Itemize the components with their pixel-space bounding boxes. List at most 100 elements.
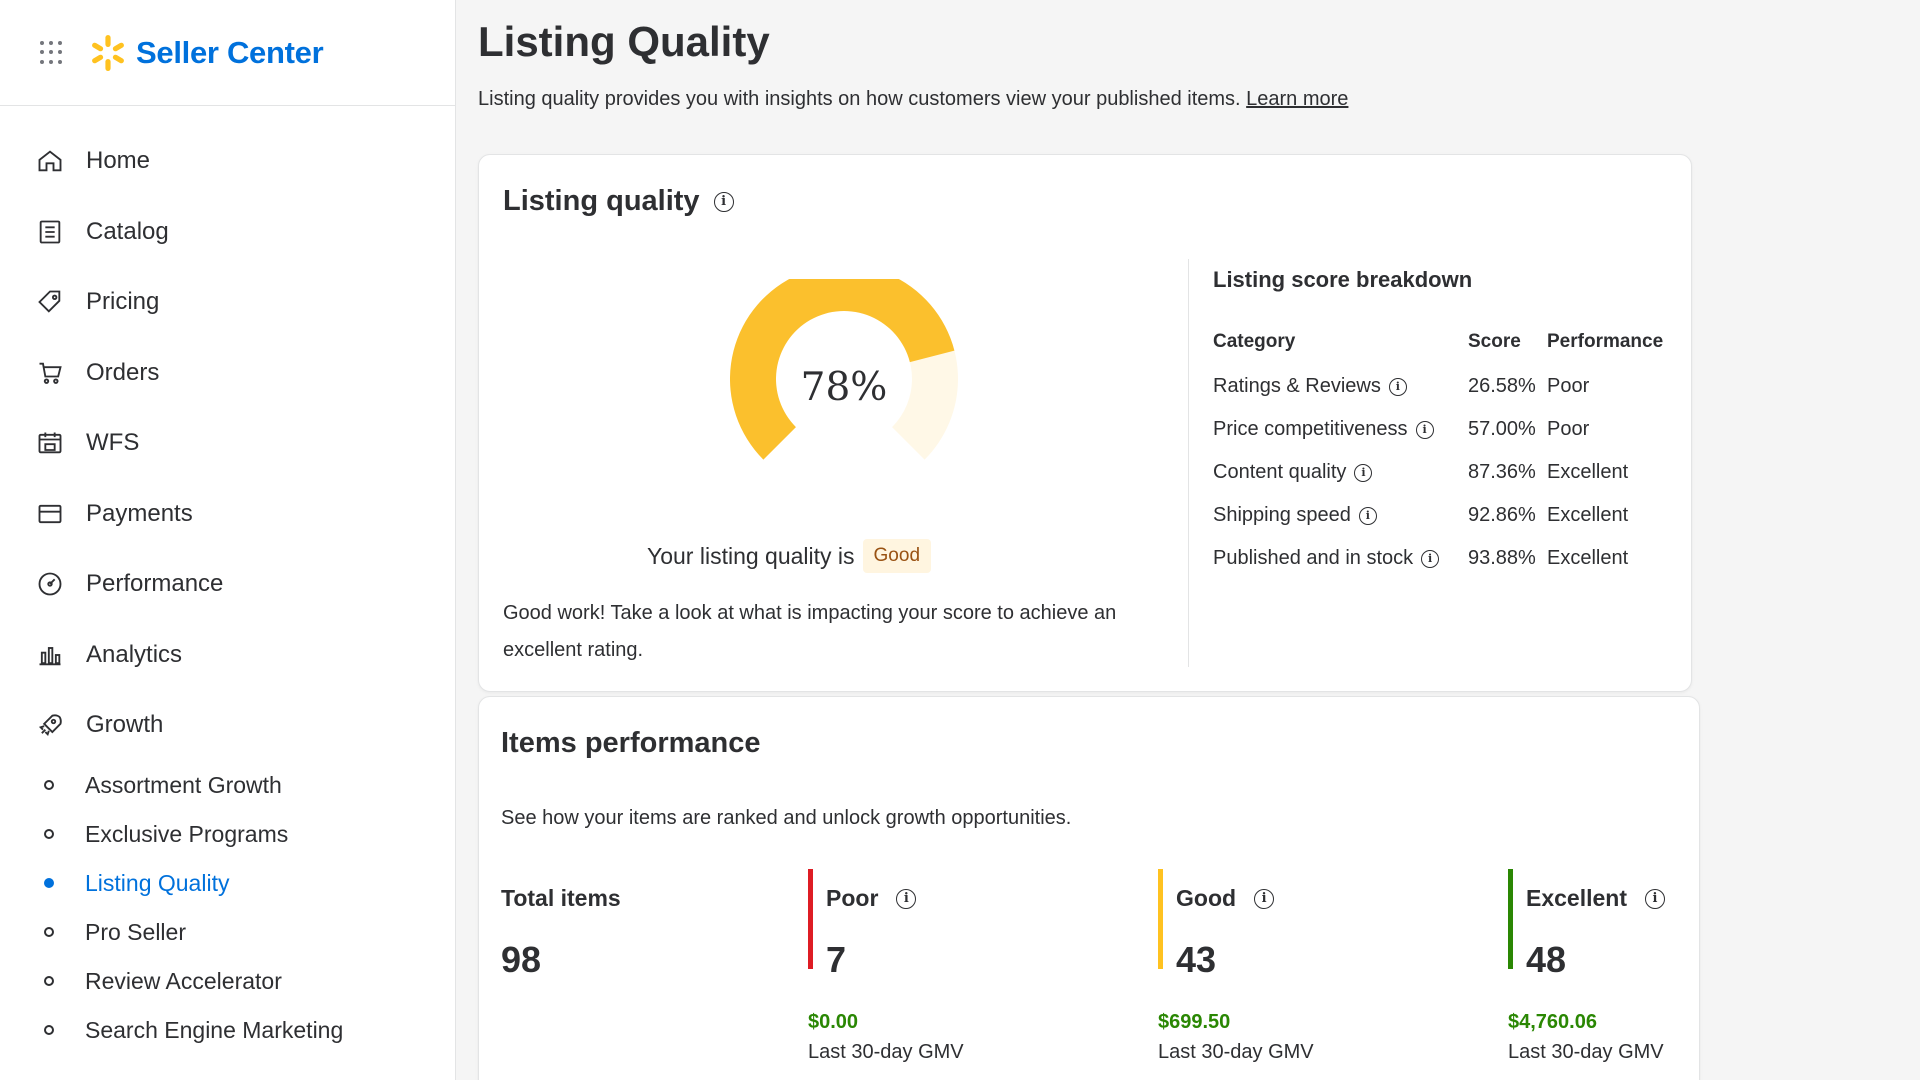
good-label-text: Good xyxy=(1176,885,1237,911)
sidebar: Seller Center Home Catalog Pricing Order… xyxy=(0,0,456,1080)
sidebar-item-label: Payments xyxy=(86,499,193,527)
total-items-metric: Total items 98 xyxy=(501,869,761,1069)
info-icon[interactable]: i xyxy=(1254,888,1275,909)
page-description-text: Listing quality provides you with insigh… xyxy=(478,88,1241,110)
table-row: Content quality i 87.36% Excellent xyxy=(1213,451,1677,494)
performance-cell: Excellent xyxy=(1547,461,1629,483)
poor-label: Poor i xyxy=(826,885,917,912)
learn-more-link[interactable]: Learn more xyxy=(1246,88,1349,110)
items-performance-description: See how your items are ranked and unlock… xyxy=(501,807,1072,829)
sidebar-subitem-review-accelerator[interactable]: Review Accelerator xyxy=(0,957,455,1006)
score-gauge: 78% xyxy=(729,265,959,479)
bullet-icon xyxy=(44,927,54,937)
sidebar-subitem-listing-quality[interactable]: Listing Quality xyxy=(0,859,455,908)
listing-quality-card: Listing quality i 78% Your listing quali… xyxy=(478,154,1692,692)
score-cell: 26.58% xyxy=(1468,375,1536,397)
info-icon[interactable]: i xyxy=(1354,463,1373,482)
apps-grid-icon[interactable] xyxy=(40,40,64,65)
sidebar-item-label: Orders xyxy=(86,358,160,386)
breakdown-header-row: Category Score Performance xyxy=(1213,331,1677,365)
column-header-category: Category xyxy=(1213,331,1296,352)
gauge-fill xyxy=(730,265,955,460)
category-cell: Ratings & Reviews i xyxy=(1213,375,1468,398)
table-row: Shipping speed i 92.86% Excellent xyxy=(1213,494,1677,537)
listing-quality-title: Listing quality i xyxy=(503,185,734,218)
bullet-icon xyxy=(44,1025,54,1035)
sidebar-subitem-exclusive-programs[interactable]: Exclusive Programs xyxy=(0,810,455,859)
items-performance-title: Items performance xyxy=(501,727,761,759)
excellent-gmv-label: Last 30-day GMV xyxy=(1508,1041,1664,1063)
table-row: Ratings & Reviews i 26.58% Poor xyxy=(1213,365,1677,408)
good-indicator-bar xyxy=(1158,869,1163,969)
sidebar-item-growth[interactable]: Growth xyxy=(0,690,455,761)
excellent-indicator-bar xyxy=(1508,869,1513,969)
sidebar-subitem-label: Exclusive Programs xyxy=(85,820,289,847)
poor-value: 7 xyxy=(826,939,847,980)
good-value: 43 xyxy=(1176,939,1217,980)
poor-label-text: Poor xyxy=(826,885,879,911)
sidebar-item-analytics[interactable]: Analytics xyxy=(0,620,455,691)
sidebar-item-catalog[interactable]: Catalog xyxy=(0,197,455,268)
sidebar-item-wfs[interactable]: WFS xyxy=(0,408,455,479)
score-cell: 93.88% xyxy=(1468,547,1536,569)
good-gmv-label: Last 30-day GMV xyxy=(1158,1041,1314,1063)
sidebar-subitem-label: Pro Seller xyxy=(85,918,186,945)
sidebar-item-pricing[interactable]: Pricing xyxy=(0,267,455,338)
score-cell: 57.00% xyxy=(1468,418,1536,440)
poor-gmv-label: Last 30-day GMV xyxy=(808,1041,964,1063)
sidebar-item-performance[interactable]: Performance xyxy=(0,549,455,620)
home-icon xyxy=(36,147,64,175)
sidebar-subitem-assortment-growth[interactable]: Assortment Growth xyxy=(0,761,455,810)
good-gmv: $699.50 xyxy=(1158,1011,1231,1033)
sidebar-item-payments[interactable]: Payments xyxy=(0,479,455,550)
performance-cell: Excellent xyxy=(1547,504,1629,526)
info-icon[interactable]: i xyxy=(713,191,734,212)
sidebar-subitem-pro-seller[interactable]: Pro Seller xyxy=(0,908,455,957)
sidebar-item-label: Analytics xyxy=(86,640,183,668)
sidebar-item-home[interactable]: Home xyxy=(0,126,455,197)
bullet-icon xyxy=(44,780,54,790)
sidebar-subitem-label: Search Engine Marketing xyxy=(85,1016,344,1043)
card-icon xyxy=(36,500,64,528)
score-gauge-value: 78% xyxy=(800,365,888,410)
listing-quality-title-text: Listing quality xyxy=(503,185,700,217)
sidebar-item-label: Pricing xyxy=(86,288,160,316)
bar-chart-icon xyxy=(36,641,64,669)
quality-status-text: Your listing quality is xyxy=(646,542,855,569)
info-icon[interactable]: i xyxy=(1388,377,1407,396)
quality-message: Good work! Take a look at what is impact… xyxy=(503,602,1117,661)
poor-gmv: $0.00 xyxy=(808,1011,859,1033)
category-label: Content quality xyxy=(1213,461,1347,483)
excellent-value: 48 xyxy=(1526,939,1567,980)
info-icon[interactable]: i xyxy=(1415,420,1434,439)
walmart-spark-icon xyxy=(92,34,124,71)
gauge-icon xyxy=(36,570,64,598)
bullet-icon xyxy=(44,829,54,839)
column-header-score: Score xyxy=(1468,331,1521,352)
breakdown-table: Category Score Performance Ratings & Rev… xyxy=(1213,331,1677,580)
info-icon[interactable]: i xyxy=(896,888,917,909)
sidebar-item-label: Growth xyxy=(86,711,164,739)
category-cell: Price competitiveness i xyxy=(1213,418,1468,441)
score-cell: 87.36% xyxy=(1468,461,1536,483)
sidebar-nav: Home Catalog Pricing Orders WFS xyxy=(0,106,455,1055)
quality-status: Your listing quality is Good xyxy=(479,539,1099,573)
category-cell: Published and in stock i xyxy=(1213,547,1468,570)
app-name[interactable]: Seller Center xyxy=(136,34,324,70)
sidebar-subitem-search-engine-marketing[interactable]: Search Engine Marketing xyxy=(0,1006,455,1055)
info-icon[interactable]: i xyxy=(1645,888,1665,909)
info-icon[interactable]: i xyxy=(1358,506,1377,525)
category-label: Shipping speed xyxy=(1213,504,1351,526)
sidebar-item-label: Home xyxy=(86,147,151,175)
sidebar-item-orders[interactable]: Orders xyxy=(0,338,455,409)
excellent-gmv: $4,760.06 xyxy=(1508,1011,1597,1033)
info-icon[interactable]: i xyxy=(1421,549,1440,568)
breakdown-title: Listing score breakdown xyxy=(1213,267,1473,292)
page-title: Listing Quality xyxy=(478,18,770,65)
rocket-icon xyxy=(36,711,64,739)
total-items-label: Total items xyxy=(501,885,621,911)
divider xyxy=(1188,259,1189,667)
category-cell: Shipping speed i xyxy=(1213,504,1468,527)
table-row: Published and in stock i 93.88% Excellent xyxy=(1213,537,1677,580)
sidebar-item-label: Performance xyxy=(86,570,224,598)
